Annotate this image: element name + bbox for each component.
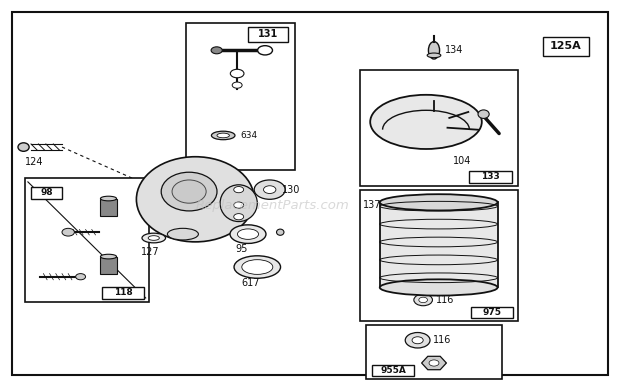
Circle shape bbox=[418, 297, 427, 303]
Text: 104: 104 bbox=[453, 156, 471, 166]
Ellipse shape bbox=[230, 225, 266, 243]
Ellipse shape bbox=[220, 185, 257, 221]
Ellipse shape bbox=[142, 233, 166, 243]
Bar bbox=[366, 325, 502, 379]
Text: 98: 98 bbox=[40, 188, 53, 197]
Circle shape bbox=[254, 180, 285, 199]
Ellipse shape bbox=[379, 194, 497, 211]
Ellipse shape bbox=[211, 131, 235, 140]
Ellipse shape bbox=[370, 95, 482, 149]
Text: 125A: 125A bbox=[550, 41, 582, 51]
Bar bbox=[356, 39, 477, 170]
Ellipse shape bbox=[18, 143, 29, 151]
Ellipse shape bbox=[428, 42, 440, 59]
Circle shape bbox=[412, 337, 423, 344]
Circle shape bbox=[234, 187, 244, 193]
Ellipse shape bbox=[100, 196, 117, 201]
Text: 134: 134 bbox=[445, 45, 464, 55]
Ellipse shape bbox=[172, 180, 206, 203]
Ellipse shape bbox=[161, 172, 217, 211]
Bar bbox=[186, 23, 294, 170]
Circle shape bbox=[211, 47, 223, 54]
Circle shape bbox=[405, 332, 430, 348]
Text: 634: 634 bbox=[241, 131, 258, 140]
Circle shape bbox=[76, 274, 86, 280]
Text: 116: 116 bbox=[435, 295, 454, 305]
Circle shape bbox=[231, 69, 244, 78]
Circle shape bbox=[62, 228, 74, 236]
Bar bbox=[360, 190, 518, 321]
Text: 95: 95 bbox=[236, 244, 248, 254]
Text: 130: 130 bbox=[282, 185, 301, 195]
Bar bbox=[100, 199, 117, 216]
Ellipse shape bbox=[237, 229, 259, 239]
Bar bbox=[31, 187, 62, 199]
Circle shape bbox=[264, 186, 276, 194]
Text: 617: 617 bbox=[242, 278, 260, 288]
Bar bbox=[102, 287, 144, 299]
Bar bbox=[100, 257, 117, 274]
Bar bbox=[471, 307, 513, 318]
Bar bbox=[542, 37, 589, 56]
Text: 955A: 955A bbox=[380, 366, 406, 375]
Circle shape bbox=[414, 294, 433, 306]
Circle shape bbox=[232, 82, 242, 88]
Ellipse shape bbox=[242, 260, 273, 274]
Text: 116: 116 bbox=[433, 335, 451, 345]
Bar bbox=[360, 70, 518, 186]
Circle shape bbox=[257, 46, 272, 55]
Bar bbox=[379, 202, 497, 288]
Text: 127: 127 bbox=[141, 247, 160, 257]
Ellipse shape bbox=[478, 110, 489, 118]
Text: ReplacementParts.com: ReplacementParts.com bbox=[196, 199, 350, 212]
Bar bbox=[469, 171, 512, 183]
Text: 133: 133 bbox=[481, 172, 500, 182]
Circle shape bbox=[234, 202, 244, 208]
Text: 137: 137 bbox=[363, 200, 381, 210]
Text: 131: 131 bbox=[258, 29, 278, 39]
Ellipse shape bbox=[136, 157, 254, 242]
Ellipse shape bbox=[167, 228, 198, 240]
Ellipse shape bbox=[100, 254, 117, 259]
Ellipse shape bbox=[217, 133, 229, 138]
Circle shape bbox=[429, 360, 439, 366]
Text: 124: 124 bbox=[25, 157, 43, 167]
Ellipse shape bbox=[427, 53, 441, 58]
Bar bbox=[372, 365, 414, 376]
Ellipse shape bbox=[379, 279, 497, 296]
Ellipse shape bbox=[234, 256, 280, 278]
Polygon shape bbox=[422, 356, 446, 370]
Bar bbox=[248, 27, 288, 42]
Circle shape bbox=[234, 214, 244, 220]
Bar bbox=[143, 116, 347, 337]
Bar bbox=[25, 178, 149, 302]
Text: 975: 975 bbox=[483, 308, 502, 317]
Ellipse shape bbox=[277, 229, 284, 235]
Text: 118: 118 bbox=[114, 288, 133, 298]
Ellipse shape bbox=[148, 236, 159, 240]
